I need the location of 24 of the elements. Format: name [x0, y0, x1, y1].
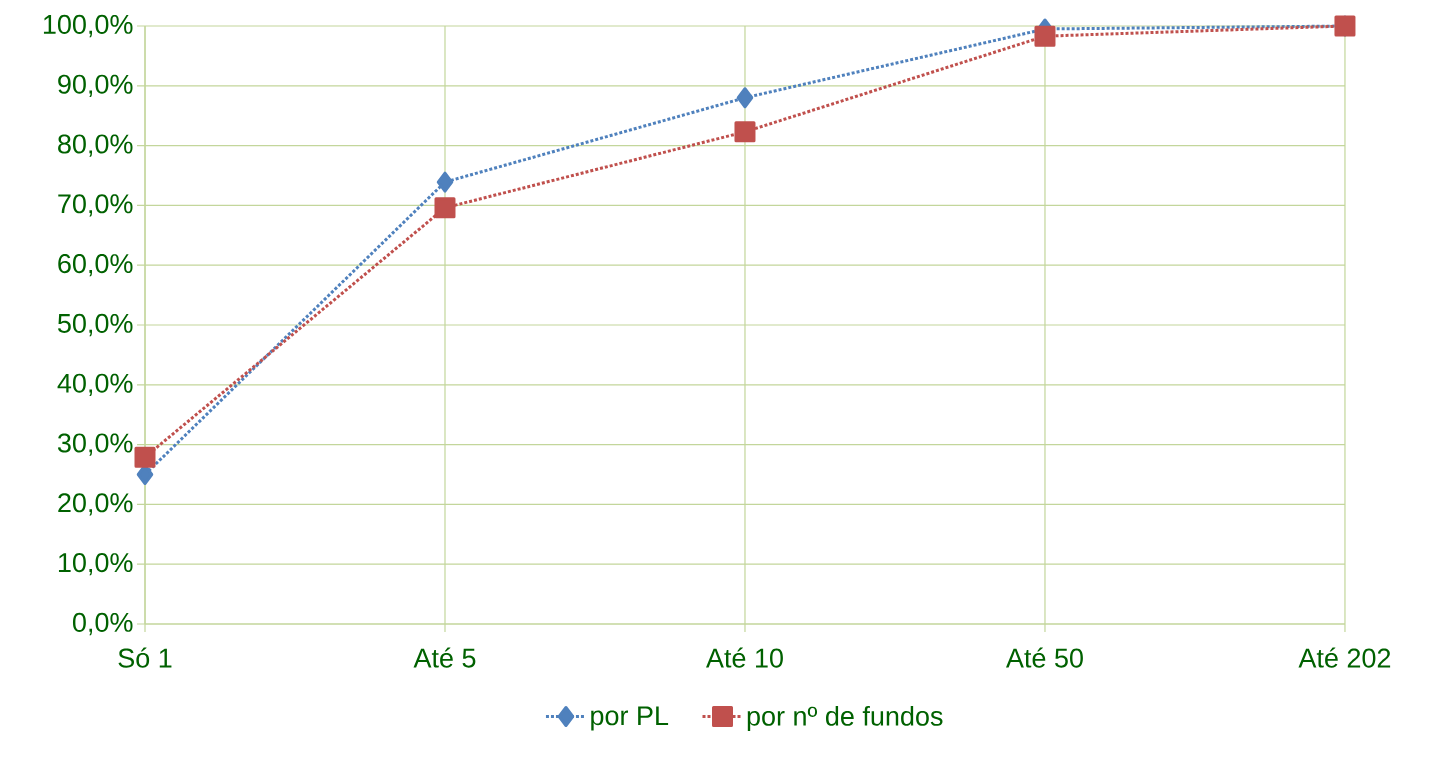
y-tick-label: 90,0%: [58, 74, 133, 97]
legend-label: por PL: [591, 706, 669, 731]
y-tick-label: 100,0%: [43, 14, 133, 38]
x-tick-label: Até 50: [1005, 647, 1083, 668]
point: [434, 197, 456, 219]
y-tick-label: 30,0%: [57, 433, 133, 456]
point: [1034, 25, 1056, 47]
y-tick-label: 20,0%: [58, 493, 133, 516]
x-tick-label: Até 10: [706, 647, 783, 668]
x-tick-label: Até 5: [413, 647, 476, 668]
point: [734, 121, 756, 143]
y-tick-label: 0,0%: [72, 612, 133, 636]
point: [736, 87, 754, 109]
x-tick-label: Só 1: [118, 647, 172, 668]
point: [134, 446, 156, 468]
legend-label: por nº de fundos: [747, 705, 943, 732]
y-tick-label: 70,0%: [58, 194, 133, 217]
y-tick-label: 50,0%: [57, 313, 133, 337]
point: [436, 171, 454, 193]
y-tick-label: 80,0%: [58, 134, 133, 157]
y-tick-label: 10,0%: [58, 553, 133, 576]
x-tick-label: Até 202: [1298, 647, 1391, 668]
y-tick-label: 60,0%: [58, 254, 133, 277]
y-tick-label: 40,0%: [57, 373, 133, 396]
